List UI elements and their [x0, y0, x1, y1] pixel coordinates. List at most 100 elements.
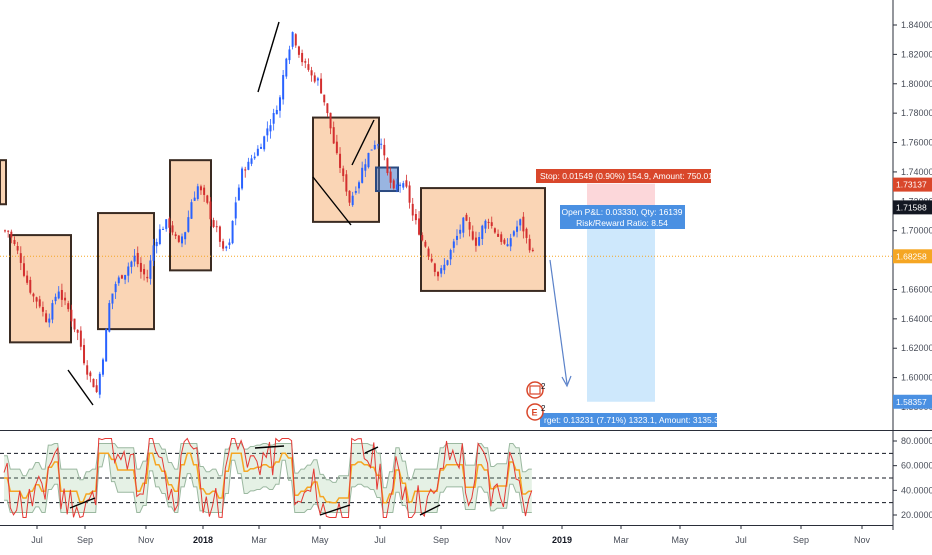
candle-body: [516, 226, 519, 232]
candle-body: [206, 195, 209, 203]
candle-body: [465, 214, 468, 221]
consolidation-box[interactable]: [312, 116, 380, 223]
stop-zone[interactable]: [587, 183, 655, 208]
candle-body: [108, 303, 111, 332]
candle-body: [323, 94, 326, 103]
rsi-trend-line[interactable]: [319, 504, 351, 516]
consolidation-box[interactable]: [420, 187, 546, 292]
candle-body: [32, 293, 35, 297]
target-zone[interactable]: [587, 207, 655, 402]
projection-arrow[interactable]: [549, 259, 568, 385]
candle-body: [89, 372, 92, 377]
candle-body: [228, 242, 231, 246]
events-icon[interactable]: 2: [526, 381, 546, 399]
candle-body: [79, 330, 82, 347]
stop-label: Stop: 0.01549 (0.90%) 154.9, Amount: 750…: [540, 171, 713, 181]
trend-line[interactable]: [351, 119, 375, 166]
candle-body: [190, 202, 193, 219]
candle-body: [335, 141, 338, 154]
earnings-icon-circle: [526, 403, 544, 421]
candle-body: [26, 275, 29, 283]
candle-body: [247, 161, 250, 170]
candle-body: [64, 297, 67, 301]
time-axis[interactable]: Jul Sep Nov 2018 Mar May Jul Sep Nov 2019 Mar May Ju…: [31, 525, 870, 545]
candle-body: [105, 329, 108, 362]
trend-drawings[interactable]: [67, 21, 572, 406]
candle-body: [512, 231, 515, 236]
trend-line[interactable]: [67, 369, 94, 406]
rsi-trend-line[interactable]: [364, 446, 379, 454]
candle-body: [487, 221, 490, 223]
trend-line[interactable]: [257, 21, 280, 93]
candle-body: [332, 127, 335, 144]
candle-body: [288, 49, 291, 61]
price-tick-label: 1.74000: [901, 167, 932, 177]
candle-body: [86, 365, 89, 375]
candle-body: [45, 313, 48, 323]
consolidation-boxes[interactable]: [0, 116, 546, 344]
candle-body: [187, 217, 190, 232]
candle-body: [38, 299, 41, 307]
candle-body: [165, 219, 168, 229]
candle-body: [493, 228, 496, 233]
candle-body: [380, 143, 383, 145]
position-tool[interactable]: [0, 183, 893, 402]
price-tick-label: 1.76000: [901, 138, 932, 148]
candle-body: [181, 236, 183, 244]
consolidation-box[interactable]: [0, 159, 7, 206]
candle-body: [203, 187, 206, 195]
candle-body: [497, 233, 500, 237]
candle-body: [253, 156, 256, 159]
rsi-tick-label: 40.0000: [901, 485, 932, 495]
candle-body: [468, 222, 471, 230]
candle-body: [383, 144, 386, 156]
candle-body: [506, 244, 509, 247]
candle-body: [389, 171, 392, 183]
candle-body: [376, 144, 379, 146]
projection-arrow-head: [561, 375, 572, 388]
candle-body: [395, 184, 398, 190]
candle-body: [139, 262, 142, 272]
rsi-trend-line[interactable]: [254, 445, 285, 449]
candle-body: [234, 202, 237, 219]
candle-body: [67, 303, 70, 310]
time-tick-label: Nov: [495, 535, 512, 545]
price-label: 1.71588: [896, 202, 927, 212]
candle-body: [358, 182, 360, 189]
candle-body: [54, 296, 57, 302]
candle-body: [231, 220, 234, 244]
consolidation-box[interactable]: [9, 234, 72, 344]
candle-body: [133, 255, 136, 262]
price-tick-label: 1.80000: [901, 79, 932, 89]
price-axis[interactable]: 1.84000 1.82000 1.80000 1.78000 1.76000 1.740…: [0, 0, 932, 530]
candle-body: [196, 186, 199, 199]
time-tick-label: Sep: [793, 535, 809, 545]
price-tick-label: 1.78000: [901, 108, 932, 118]
trend-line[interactable]: [312, 176, 352, 226]
rsi-upper-band: [4, 443, 532, 489]
time-tick-label: Jul: [31, 535, 43, 545]
consolidation-box[interactable]: [97, 212, 155, 331]
candle-body: [117, 277, 120, 284]
candle-body: [146, 276, 149, 279]
rsi-trend-line[interactable]: [69, 497, 96, 509]
candle-body: [218, 226, 221, 242]
price-label-bg: [893, 249, 932, 264]
candle-body: [241, 168, 244, 189]
chart-icons[interactable]: 2E 2: [526, 381, 546, 421]
candle-body: [76, 329, 79, 333]
candle-body: [361, 167, 364, 183]
price-label-bg: [893, 177, 932, 192]
candle-body: [392, 180, 395, 189]
candle-body: [462, 217, 465, 233]
rsi-trend-line[interactable]: [419, 504, 441, 516]
candle-body: [22, 263, 25, 276]
time-tick-label: 2018: [193, 535, 213, 545]
candle-body: [70, 309, 73, 322]
candle-body: [525, 228, 528, 238]
candle-body: [57, 291, 60, 299]
target-label-bg: [540, 413, 717, 427]
